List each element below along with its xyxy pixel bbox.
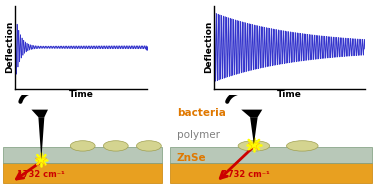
Ellipse shape xyxy=(103,141,128,151)
Ellipse shape xyxy=(238,141,270,151)
Text: bacteria: bacteria xyxy=(177,108,226,118)
X-axis label: Time: Time xyxy=(277,90,302,99)
FancyBboxPatch shape xyxy=(3,163,162,183)
FancyBboxPatch shape xyxy=(170,163,372,183)
Text: 1732 cm⁻¹: 1732 cm⁻¹ xyxy=(222,170,270,179)
Ellipse shape xyxy=(136,141,161,151)
Polygon shape xyxy=(32,110,48,117)
X-axis label: Time: Time xyxy=(68,90,93,99)
Text: 1732 cm⁻¹: 1732 cm⁻¹ xyxy=(17,170,64,179)
Text: polymer: polymer xyxy=(177,130,220,140)
FancyBboxPatch shape xyxy=(3,147,162,163)
Ellipse shape xyxy=(70,141,95,151)
Polygon shape xyxy=(241,110,262,117)
Y-axis label: Deflection: Deflection xyxy=(204,21,213,74)
Text: ZnSe: ZnSe xyxy=(177,153,206,163)
Ellipse shape xyxy=(287,141,318,151)
Polygon shape xyxy=(38,117,44,160)
Polygon shape xyxy=(250,117,258,145)
FancyBboxPatch shape xyxy=(170,147,372,163)
Y-axis label: Deflection: Deflection xyxy=(5,21,14,74)
